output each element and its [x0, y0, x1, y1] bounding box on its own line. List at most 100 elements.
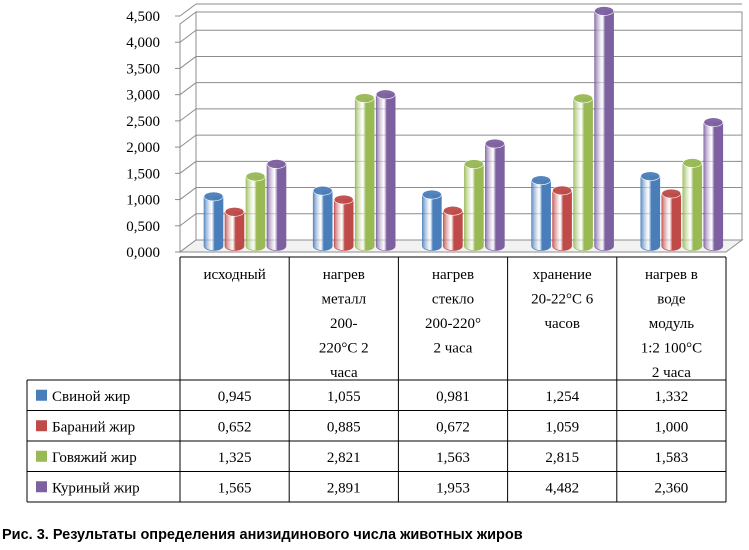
y-tick-label: 0,500: [126, 219, 160, 235]
bar-top: [594, 6, 614, 16]
bar-body: [443, 210, 463, 251]
bar: [682, 158, 703, 251]
data-label: 1,563: [436, 450, 470, 466]
bar-top: [703, 117, 724, 128]
y-tick-label: 0,000: [126, 245, 160, 261]
bar-top: [531, 175, 551, 186]
bar-body: [422, 194, 442, 251]
bar-top: [573, 93, 593, 104]
data-label: 2,815: [545, 450, 579, 466]
bar: [375, 89, 396, 251]
bar-body: [464, 163, 484, 251]
category-label: исходный: [203, 267, 265, 283]
data-label: 2,360: [655, 480, 689, 496]
bar: [312, 185, 333, 251]
bar-body: [266, 163, 287, 251]
bar-top: [354, 93, 375, 103]
y-tick-label: 4,500: [126, 9, 160, 25]
bar: [203, 191, 224, 251]
bar: [531, 175, 551, 251]
bar-body: [640, 175, 661, 251]
data-label: 1,332: [655, 389, 689, 405]
bar: [354, 93, 375, 251]
bar: [245, 171, 266, 251]
bar-chart: 0,000 0,500 1,000 1,500 2,000 2,500 3,000 3,500…: [26, 3, 744, 503]
data-label: 1,055: [327, 389, 361, 405]
bar: [422, 189, 442, 251]
bar: [573, 93, 593, 251]
data-label: 2,821: [327, 450, 361, 466]
gridline-side: [179, 56, 197, 69]
bar-top: [485, 138, 505, 149]
bar: [333, 194, 354, 251]
legend-label: Бараний жир: [52, 419, 135, 435]
category-label: нагрев в воде модуль 1:2 100°С 2 часа: [641, 267, 702, 381]
bar-top: [203, 191, 224, 202]
figure-caption: Рис. 3. Результаты определения анизидино…: [2, 527, 523, 543]
bar-body: [245, 176, 266, 251]
bar: [485, 138, 505, 251]
bar-body: [333, 199, 354, 251]
bar: [594, 6, 614, 251]
bar-top: [333, 194, 354, 205]
data-label: 0,652: [218, 419, 252, 435]
data-label: 0,885: [327, 419, 361, 435]
data-label: 0,981: [436, 389, 470, 405]
data-label: 2,891: [327, 480, 361, 496]
gridline-side: [179, 3, 197, 17]
data-label: 0,672: [436, 419, 470, 435]
bar-body: [312, 190, 333, 251]
data-label: 1,953: [436, 480, 470, 496]
bar-top: [640, 171, 661, 181]
bar-body: [485, 143, 505, 251]
gridline-side: [179, 108, 197, 122]
y-tick-label: 3,000: [126, 88, 160, 104]
legend-swatch: [36, 450, 47, 462]
y-tick-label: 4,000: [126, 35, 160, 51]
bar-body: [661, 193, 682, 251]
bar-top: [375, 89, 396, 100]
bars: [203, 6, 724, 251]
bar: [552, 185, 572, 251]
gridline-side: [179, 160, 197, 174]
data-label: 1,565: [218, 480, 252, 496]
bar: [266, 159, 287, 251]
bar-top: [443, 205, 463, 216]
bar-body: [573, 98, 593, 251]
y-tick-label: 1,000: [126, 193, 160, 209]
legend-swatch: [36, 389, 47, 401]
legend-label: Куриный жир: [52, 480, 140, 496]
y-tick-label: 2,500: [126, 114, 160, 130]
legend-swatch: [36, 481, 47, 493]
bar-top: [464, 159, 484, 169]
bar-top: [245, 171, 266, 182]
data-label: 1,000: [655, 419, 689, 435]
gridline-side: [179, 134, 197, 148]
bar: [661, 188, 682, 251]
bar-body: [375, 94, 396, 251]
legend-swatch: [36, 420, 47, 432]
bar: [640, 171, 661, 251]
bar-top: [682, 158, 703, 168]
bar-top: [224, 207, 245, 217]
bar-body: [203, 196, 224, 251]
data-label: 1,254: [545, 389, 579, 405]
y-tick-label: 1,500: [126, 166, 160, 182]
bar: [224, 207, 245, 251]
bar-body: [594, 10, 614, 251]
bar-top: [266, 159, 287, 169]
bar: [703, 117, 724, 251]
gridline-side: [179, 187, 197, 200]
bar-body: [703, 121, 724, 251]
y-tick-label: 3,500: [126, 61, 160, 77]
bar: [464, 159, 484, 251]
data-label: 0,945: [218, 389, 252, 405]
bar-body: [224, 211, 245, 251]
bar-top: [552, 185, 572, 196]
data-table: исходный нагрев металл 200-220°С 2 часа нагре…: [26, 256, 727, 503]
gridline-side: [179, 213, 197, 227]
gridline-side: [179, 29, 197, 43]
legend-label: Говяжий жир: [52, 450, 137, 466]
bar: [443, 205, 463, 251]
bar-top: [312, 185, 333, 196]
